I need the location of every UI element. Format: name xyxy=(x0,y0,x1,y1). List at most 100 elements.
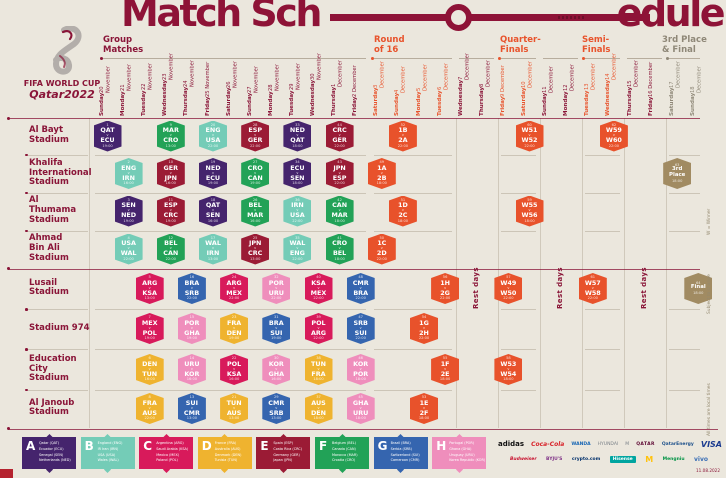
row-separator xyxy=(374,230,452,232)
legend-bump xyxy=(162,433,170,441)
match-badge: 42 CAN v MAR 18:00 xyxy=(325,195,354,227)
title-ring-icon xyxy=(445,4,472,31)
date-label: Saturday 10 December xyxy=(521,61,538,116)
date-label: Thursday 1 December xyxy=(331,59,348,116)
legend-bump xyxy=(162,465,170,473)
row-separator xyxy=(95,230,366,232)
legend-group-teams: Argentina (ARG) Saudi Arabia (KSA) Mexic… xyxy=(156,441,189,463)
row-separator xyxy=(28,349,88,350)
date-day: Sunday xyxy=(394,92,401,116)
date-value: 30 November xyxy=(310,52,323,80)
stadium-label: Al Thumama Stadium xyxy=(29,195,77,225)
section-underline xyxy=(669,57,700,59)
date-value: 26 November xyxy=(225,60,239,88)
date-day: Friday xyxy=(204,96,211,116)
match-badge: 21 TUN v AUS 13:00 xyxy=(220,393,249,424)
date-label: Saturday 26 November xyxy=(226,61,243,116)
row-separator xyxy=(374,349,452,350)
footnote: Subject to change xyxy=(707,274,712,314)
section-dot xyxy=(371,56,374,60)
match-badge: 40 KSA v MEX 22:00 xyxy=(304,273,333,304)
rest-days-label: Rest days xyxy=(640,267,649,309)
match-badge: 33 NED v QAT 18:00 xyxy=(283,120,312,152)
qatar2022-wordmark: Qatar2022 xyxy=(29,88,95,101)
legend-bump xyxy=(455,465,463,473)
row-separator xyxy=(95,309,366,310)
grid-vertical-line xyxy=(666,118,668,428)
date-label: Monday 21 November xyxy=(120,61,137,116)
printed-date: 11.08.2022 xyxy=(696,468,720,473)
match-badge: 8 FRA v AUS 22:00 xyxy=(135,393,164,424)
legend-group-teams: England (ENG) IR Iran (IRN) USA (USA) Wa… xyxy=(97,441,123,463)
row-separator xyxy=(585,230,620,232)
date-value: 16 December xyxy=(647,61,654,97)
date-label: Friday 16 December xyxy=(648,61,665,116)
match-badge: 31 BRA v SUI 19:00 xyxy=(262,313,291,344)
date-day: Thursday xyxy=(478,86,485,116)
stadium-label: Al Bayt Stadium xyxy=(29,125,69,145)
sponsor-logo: Coca-Cola xyxy=(531,440,565,448)
match-badge: 25 JPN v CRC 13:00 xyxy=(241,233,270,265)
row-separator xyxy=(585,154,620,156)
date-value: 2 December xyxy=(352,64,359,97)
date-value: 5 December xyxy=(415,64,429,92)
match-badge: 30 KOR v GHA 16:00 xyxy=(262,354,291,385)
date-day: Tuesday xyxy=(584,90,591,116)
legend-group-letter: A xyxy=(26,439,36,453)
world-cup-emblem-icon xyxy=(52,26,82,75)
date-value: 14 December xyxy=(605,52,618,80)
match-badge: 10 GER v JPN 16:00 xyxy=(156,158,185,189)
major-separator xyxy=(8,118,700,119)
date-day: Tuesday xyxy=(288,90,295,116)
row-separator xyxy=(585,349,620,350)
legend-bump xyxy=(279,433,287,441)
sponsor-logo: vivo xyxy=(693,456,708,463)
match-badge: 36 IRN v USA 22:00 xyxy=(283,195,312,227)
row-separator xyxy=(669,192,700,194)
sponsor-logo: Budweiser xyxy=(510,457,537,462)
date-day: Thursday xyxy=(626,86,633,116)
match-badge: 43 JPN v ESP 22:00 xyxy=(325,158,354,189)
section-dot xyxy=(666,56,669,60)
date-value: 1 December xyxy=(331,59,344,87)
sponsor-logo: QatarEnergy xyxy=(661,441,694,447)
date-label: Wednesday 14 December xyxy=(605,53,622,116)
match-badge: 22 POL v KSA 16:00 xyxy=(220,354,249,385)
match-badge: 4 USA v WAL 22:00 xyxy=(114,233,143,265)
date-label: Friday 2 December xyxy=(352,61,369,116)
date-day: Saturday xyxy=(373,87,380,116)
match-badge: 17 WAL v IRN 13:00 xyxy=(199,233,227,265)
fifa-world-cup-logo: FIFA WORLD CUP Qatar2022 xyxy=(14,26,110,101)
title-dash-decoration xyxy=(558,16,584,19)
legend-bump xyxy=(397,465,405,473)
date-day: Monday xyxy=(563,91,570,116)
stadium-label: Stadium 974 xyxy=(29,322,90,333)
sponsor-logo: HYUNDAI xyxy=(597,441,619,447)
match-badge: 14 URU v KOR 16:00 xyxy=(177,354,206,385)
date-day: Sunday xyxy=(246,92,253,116)
legend-group-letter: H xyxy=(436,439,447,453)
match-badge: 58 W53 v W54 18:00 xyxy=(494,354,523,385)
date-label: Thursday 24 November xyxy=(183,60,200,116)
row-separator-dot xyxy=(25,308,28,311)
date-value: 15 December xyxy=(626,59,640,87)
row-separator xyxy=(501,349,536,350)
legend-group-teams: Qatar (QAT) Ecuador (ECU) Senegal (SEN) … xyxy=(39,441,71,463)
major-separator xyxy=(8,268,700,270)
match-badge: 7 MEX v POL 19:00 xyxy=(135,313,164,344)
match-badge: 13 SUI v CMR 13:00 xyxy=(177,393,206,424)
cropped-legend-box xyxy=(0,469,13,478)
date-day: Wednesday xyxy=(605,79,612,116)
date-day: Wednesday xyxy=(457,79,464,116)
date-value: 27 November xyxy=(246,65,260,93)
legend-bump xyxy=(221,465,229,473)
row-separator xyxy=(95,389,366,391)
match-badge: 45 GHA v URU 18:00 xyxy=(346,393,375,424)
date-value: 9 December xyxy=(499,64,506,97)
match-badge: 1 QAT v ECU 19:00 xyxy=(93,120,122,152)
stadium-label: Lusail Stadium xyxy=(29,277,69,298)
date-day: Sunday xyxy=(99,92,105,116)
date-label: Tuesday 13 December xyxy=(584,61,601,116)
date-label: Sunday 4 December xyxy=(394,61,411,116)
match-badge: 55 1F v 2E 18:00 xyxy=(431,354,460,385)
